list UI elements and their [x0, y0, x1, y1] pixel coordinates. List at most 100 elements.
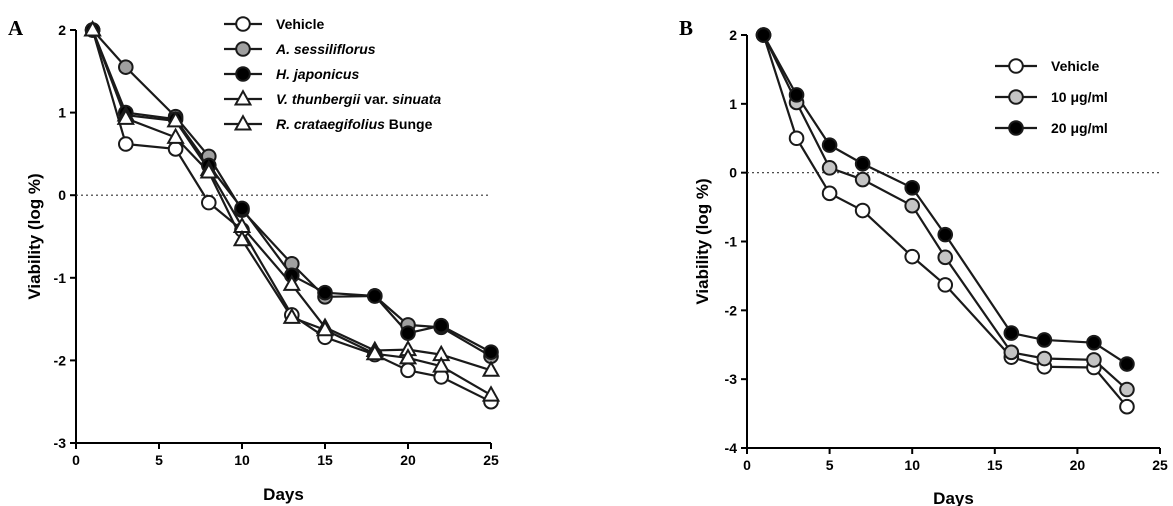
x-tick-label: 25 — [483, 452, 499, 468]
legend-label: Vehicle — [1051, 58, 1099, 74]
data-point-series-4 — [282, 274, 301, 291]
data-point-series-1 — [788, 130, 805, 147]
data-point-series-5 — [166, 127, 185, 144]
data-point-series-3 — [821, 137, 838, 153]
y-tick-label: -3 — [725, 371, 738, 387]
data-point-series-3 — [937, 226, 954, 243]
x-tick-label: 0 — [72, 452, 80, 468]
data-point-series-5 — [199, 162, 218, 179]
x-axis-title: Days — [263, 485, 304, 504]
legend-label: R. crataegifolius Bunge — [276, 116, 433, 132]
y-tick-label: 1 — [58, 105, 66, 121]
series-line-1 — [91, 29, 492, 403]
data-point-series-2 — [1036, 350, 1053, 367]
data-point-series-2 — [1003, 344, 1020, 361]
data-point-series-2 — [1086, 352, 1102, 368]
x-tick-label: 0 — [743, 457, 751, 473]
data-point-series-3 — [1003, 325, 1020, 341]
x-axis-title: Days — [933, 489, 974, 506]
x-tick-label: 10 — [234, 452, 250, 468]
data-point-series-3 — [433, 317, 450, 334]
data-point-series-2 — [118, 59, 134, 75]
data-point-series-5 — [398, 348, 418, 365]
series-line-2 — [762, 34, 1128, 391]
data-point-series-3 — [904, 180, 921, 196]
legend-marker — [1008, 120, 1024, 136]
x-tick-label: 5 — [155, 452, 163, 468]
data-point-series-1 — [821, 185, 838, 202]
data-point-series-4 — [481, 360, 501, 377]
legend-marker — [235, 16, 251, 32]
data-point-series-3 — [755, 27, 772, 43]
data-point-series-1 — [854, 202, 871, 219]
legend-label: H. japonicus — [276, 66, 359, 82]
data-point-series-5 — [282, 307, 301, 324]
data-point-series-5 — [481, 385, 501, 402]
legend-marker — [1008, 89, 1024, 105]
data-point-series-1 — [118, 136, 134, 152]
data-point-series-1 — [937, 277, 954, 293]
data-point-series-5 — [232, 229, 252, 247]
data-point-series-3 — [854, 155, 871, 172]
data-point-series-2 — [854, 171, 871, 188]
legend-marker — [235, 66, 251, 82]
legend-marker — [233, 114, 253, 131]
data-point-series-2 — [904, 197, 921, 214]
data-point-series-3 — [1036, 332, 1053, 348]
data-point-series-2 — [937, 249, 954, 266]
y-tick-label: -2 — [54, 352, 67, 368]
y-tick-label: 0 — [58, 187, 66, 203]
data-point-series-5 — [432, 356, 451, 373]
legend-marker — [235, 41, 251, 57]
x-tick-label: 10 — [904, 457, 920, 473]
y-tick-label: 2 — [729, 27, 737, 43]
data-point-series-5 — [365, 343, 384, 361]
y-tick-label: 1 — [729, 96, 737, 112]
data-point-series-3 — [367, 288, 383, 304]
data-point-series-3 — [1119, 356, 1135, 372]
series-line-5 — [91, 29, 492, 397]
data-point-series-1 — [904, 248, 921, 265]
data-point-series-3 — [788, 87, 805, 103]
x-tick-label: 20 — [400, 452, 416, 468]
data-point-series-1 — [167, 141, 184, 157]
data-point-series-1 — [400, 362, 416, 379]
legend-label: A. sessiliflorus — [275, 41, 376, 57]
legend-label: 10 μg/ml — [1051, 89, 1108, 105]
y-tick-label: -1 — [54, 270, 67, 286]
data-point-series-5 — [83, 20, 102, 37]
data-point-series-3 — [483, 344, 499, 360]
panel-a-letter: A — [8, 16, 24, 40]
legend-marker — [1008, 58, 1024, 74]
x-tick-label: 25 — [1152, 457, 1168, 473]
series-line-1 — [762, 34, 1128, 408]
data-point-series-2 — [821, 160, 838, 176]
data-point-series-4 — [166, 110, 185, 128]
data-point-series-2 — [1119, 381, 1135, 398]
panel-b-letter: B — [679, 16, 693, 40]
series-line-3 — [762, 34, 1128, 365]
data-point-series-1 — [201, 194, 217, 211]
x-tick-label: 5 — [826, 457, 834, 473]
data-point-series-3 — [1086, 334, 1102, 351]
y-tick-label: -2 — [725, 302, 738, 318]
x-tick-label: 15 — [987, 457, 1003, 473]
data-point-series-5 — [116, 108, 135, 125]
y-tick-label: -1 — [725, 234, 738, 250]
y-tick-label: 2 — [58, 22, 66, 38]
x-tick-label: 15 — [317, 452, 333, 468]
y-tick-label: -4 — [725, 440, 738, 456]
legend-label: 20 μg/ml — [1051, 120, 1108, 136]
legend-label: V. thunbergii var. sinuata — [276, 91, 441, 107]
y-tick-label: 0 — [729, 165, 737, 181]
legend-label: Vehicle — [276, 16, 324, 32]
legend-marker — [233, 89, 253, 106]
data-point-series-1 — [1119, 398, 1135, 415]
data-point-series-3 — [317, 284, 333, 301]
y-axis-title: Viability (log %) — [693, 178, 712, 304]
y-axis-title: Viability (log %) — [25, 173, 44, 299]
y-tick-label: -3 — [54, 435, 67, 451]
